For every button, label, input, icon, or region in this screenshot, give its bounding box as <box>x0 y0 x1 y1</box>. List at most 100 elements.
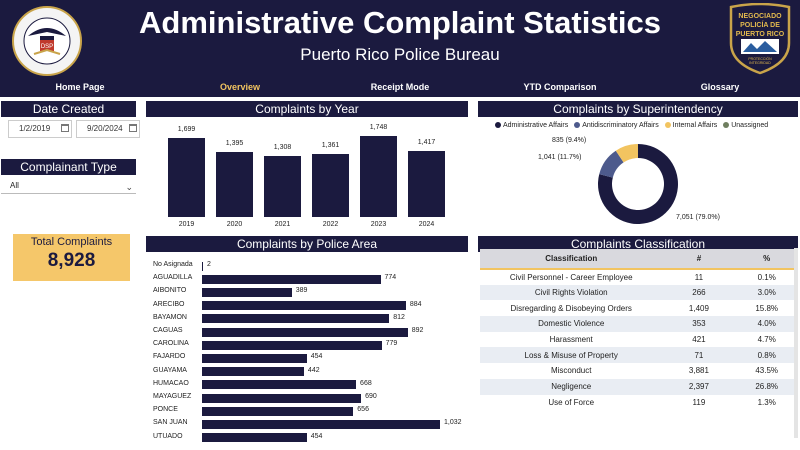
year-bar-value: 1,699 <box>177 126 196 134</box>
complaints-classification-title: Complaints Classification <box>478 236 798 252</box>
column-header-classification[interactable]: Classification <box>480 249 663 270</box>
complaints-by-superintendency-title: Complaints by Superintendency <box>478 101 798 117</box>
table-scrollbar[interactable] <box>794 248 798 438</box>
police-area-bar[interactable] <box>202 314 390 324</box>
nav-receipt-mode[interactable]: Receipt Mode <box>370 82 430 92</box>
legend-item-antidiscriminatory[interactable]: Antidiscriminatory Affairs <box>574 122 659 129</box>
donut-label-antidiscriminatory: 1,041 (11.7%) <box>538 154 582 161</box>
police-area-value: 656 <box>357 406 369 414</box>
police-area-bar[interactable] <box>202 274 381 284</box>
donut-label-internal: 835 (9.4%) <box>552 137 587 144</box>
page-subtitle: Puerto Rico Police Bureau <box>300 45 500 64</box>
percent-cell: 4.0% <box>735 316 798 332</box>
table-row[interactable]: Misconduct 3,881 43.5% <box>480 363 798 379</box>
complainant-type-dropdown[interactable]: All ⌄ <box>1 178 136 194</box>
date-start-input[interactable]: 1/2/2019 <box>8 120 72 138</box>
police-area-bar[interactable] <box>202 287 292 297</box>
calendar-icon[interactable] <box>61 124 69 132</box>
police-area-bar[interactable] <box>202 433 307 443</box>
nav-overview[interactable]: Overview <box>219 82 261 92</box>
count-cell: 11 <box>694 272 704 282</box>
nav-glossary[interactable]: Glossary <box>700 82 740 92</box>
police-area-bar[interactable] <box>202 393 362 403</box>
year-bar-value: 1,417 <box>417 139 436 147</box>
badge-motto-1: PROTECCIÓN <box>748 56 772 61</box>
table-row[interactable]: Civil Rights Violation 266 3.0% <box>480 284 798 301</box>
total-complaints-card: Total Complaints 8,928 <box>13 234 130 281</box>
donut-slice-administrative[interactable] <box>598 144 678 224</box>
date-end-input[interactable]: 9/20/2024 <box>76 120 140 138</box>
police-area-value: 774 <box>384 274 397 282</box>
superintendency-donut-chart <box>598 144 678 224</box>
year-axis-label: 2024 <box>418 221 435 228</box>
table-row[interactable]: Harassment 421 4.7% <box>480 332 798 348</box>
table-row[interactable]: Negligence 2,397 26.8% <box>480 378 798 395</box>
classification-cell: Misconduct <box>550 366 592 376</box>
police-area-label: ARECIBO <box>153 300 185 308</box>
total-complaints-label: Total Complaints <box>30 236 113 248</box>
table-row[interactable]: Use of Force 119 1.3% <box>480 395 798 411</box>
table-header-row: Classification # % <box>480 249 798 270</box>
nav-home-page[interactable]: Home Page <box>55 82 105 92</box>
police-area-bar[interactable] <box>202 261 203 271</box>
nav-ytd-comparison[interactable]: YTD Comparison <box>523 82 597 92</box>
police-area-bar[interactable] <box>202 301 406 311</box>
donut-slice-internal[interactable] <box>615 144 638 163</box>
year-bar[interactable] <box>216 152 253 217</box>
percent-cell: 0.8% <box>735 347 798 364</box>
percent-cell: 3.0% <box>735 284 798 301</box>
percent-cell: 26.8% <box>735 378 798 395</box>
table-row[interactable]: Loss & Misuse of Property 71 0.8% <box>480 347 798 364</box>
year-bar[interactable] <box>360 136 397 217</box>
calendar-icon[interactable] <box>129 124 137 132</box>
legend-dot <box>723 122 730 128</box>
percent-cell: 15.8% <box>755 303 779 313</box>
year-axis-label: 2021 <box>274 221 291 228</box>
table-row[interactable]: Civil Personnel - Career Employee 11 0.1% <box>480 269 798 285</box>
year-bar[interactable] <box>264 156 301 217</box>
count-cell: 71 <box>662 347 736 364</box>
header-banner: DSP NEGOCIADO POLICÍA DE PUERTO RICO PRO… <box>0 0 800 97</box>
year-bar[interactable] <box>408 151 445 217</box>
police-area-value: 690 <box>365 393 377 400</box>
police-area-label: CAROLINA <box>153 340 189 348</box>
police-area-label: SAN JUAN <box>153 419 188 427</box>
police-area-label: AIBONITO <box>153 287 187 295</box>
police-area-value: 892 <box>411 327 424 334</box>
police-area-bar[interactable] <box>202 419 440 429</box>
police-area-label: CAGUAS <box>153 327 183 334</box>
year-bar[interactable] <box>168 138 205 217</box>
donut-slice-antidiscriminatory[interactable] <box>599 150 624 178</box>
police-area-value: 389 <box>295 287 308 295</box>
table-row[interactable]: Domestic Violence 353 4.0% <box>480 316 798 332</box>
legend-dot <box>495 122 501 128</box>
legend-item-administrative[interactable]: Administrative Affairs <box>495 122 568 129</box>
police-area-label: FAJARDO <box>153 353 186 361</box>
police-area-bar[interactable] <box>202 406 354 416</box>
police-area-bar[interactable] <box>202 353 307 363</box>
year-axis-label: 2019 <box>178 221 195 228</box>
year-bar-value: 1,748 <box>369 124 388 131</box>
percent-cell: 1.3% <box>757 397 776 407</box>
date-start-value: 1/2/2019 <box>19 124 51 133</box>
police-badge-logo: NEGOCIADO POLICÍA DE PUERTO RICO PROTECC… <box>729 3 791 75</box>
superintendency-legend: Administrative Affairs Antidiscriminator… <box>495 122 772 129</box>
police-area-bar[interactable] <box>202 340 382 350</box>
police-area-bar[interactable] <box>202 380 357 390</box>
police-area-bar[interactable] <box>202 367 304 377</box>
column-header-count[interactable]: # <box>662 249 736 270</box>
column-header-percent[interactable]: % <box>735 249 798 270</box>
police-area-bar[interactable] <box>202 327 408 337</box>
police-area-value: 1,032 <box>444 419 462 427</box>
legend-label: Internal Affairs <box>672 122 718 129</box>
classification-table: Classification # % Civil Personnel - Car… <box>480 249 798 410</box>
count-cell: 266 <box>662 284 736 301</box>
legend-item-unassigned[interactable]: Unassigned <box>723 122 768 129</box>
chevron-down-icon[interactable]: ⌄ <box>125 182 133 192</box>
year-bar[interactable] <box>312 153 349 217</box>
complaints-by-police-area-title: Complaints by Police Area <box>146 236 468 252</box>
police-area-value: 884 <box>409 300 422 308</box>
percent-cell: 0.1% <box>757 272 776 282</box>
legend-item-internal[interactable]: Internal Affairs <box>664 122 718 129</box>
table-row[interactable]: Disregarding & Disobeying Orders 1,409 15.… <box>480 300 798 316</box>
